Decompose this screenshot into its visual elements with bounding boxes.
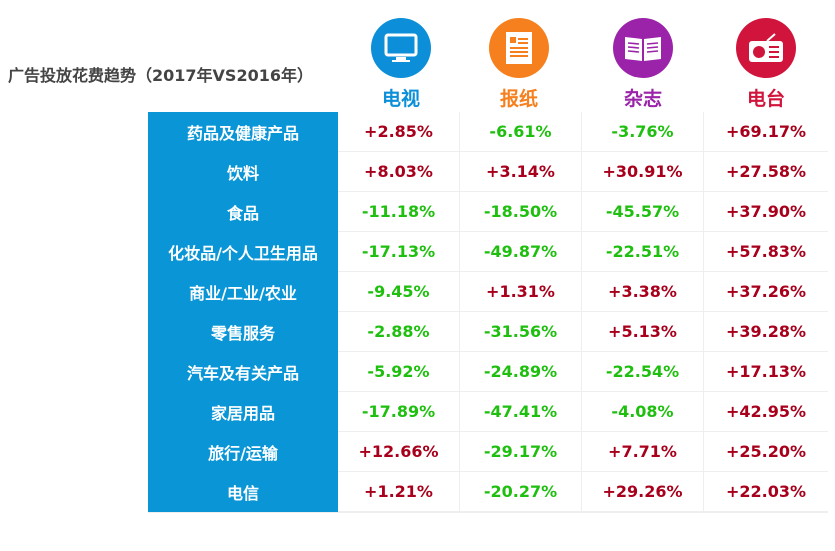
value-cell: +2.85% [338,112,459,151]
row-category-label: 家居用品 [148,392,338,432]
value-cell: +37.26% [704,272,828,311]
value-cell: +27.58% [704,152,828,191]
value-cell: +12.66% [338,432,459,471]
value-cell: +3.38% [582,272,703,311]
row-category-label: 汽车及有关产品 [148,352,338,392]
chart-title: 广告投放花费趋势（2017年VS2016年） [8,66,313,85]
data-table: 药品及健康产品 +2.85% -6.61% -3.76% +69.17% 饮料 +8.03%… [148,112,828,513]
value-cell: +30.91% [582,152,703,191]
value-cell: -22.54% [582,352,703,391]
value-cell: +29.26% [582,472,703,511]
value-cell: +57.83% [704,232,828,271]
row-category-label: 饮料 [148,152,338,192]
value-cell: +7.71% [582,432,703,471]
table-row: 食品 -11.18% -18.50% -45.57% +37.90% [148,192,828,232]
table-row: 家居用品 -17.89% -47.41% -4.08% +42.95% [148,392,828,432]
value-cell: -24.89% [460,352,581,391]
table-row: 旅行/运输 +12.66% -29.17% +7.71% +25.20% [148,432,828,472]
row-category-label: 化妆品/个人卫生用品 [148,232,338,272]
table-row: 电信 +1.21% -20.27% +29.26% +22.03% [148,472,828,512]
row-category-label: 药品及健康产品 [148,112,338,152]
media-label: 电视 [381,88,420,110]
tv-icon [371,18,431,78]
value-cell: +39.28% [704,312,828,351]
radio-icon [736,18,796,78]
row-category-label: 旅行/运输 [148,432,338,472]
value-cell: -18.50% [460,192,581,231]
value-cell: -49.87% [460,232,581,271]
media-column-2: 报纸 [479,18,559,111]
row-category-label: 商业/工业/农业 [148,272,338,312]
media-column-3: 杂志 [603,18,683,111]
table-row: 药品及健康产品 +2.85% -6.61% -3.76% +69.17% [148,112,828,152]
value-cell: +69.17% [704,112,828,151]
value-cell: -17.13% [338,232,459,271]
media-column-4: 电台 [726,18,806,111]
value-cell: +22.03% [704,472,828,511]
media-label: 报纸 [499,88,538,110]
table-row: 商业/工业/农业 -9.45% +1.31% +3.38% +37.26% [148,272,828,312]
value-cell: -5.92% [338,352,459,391]
value-cell: -17.89% [338,392,459,431]
value-cell: -6.61% [460,112,581,151]
table-row: 饮料 +8.03% +3.14% +30.91% +27.58% [148,152,828,192]
value-cell: -31.56% [460,312,581,351]
value-cell: -4.08% [582,392,703,431]
value-cell: -45.57% [582,192,703,231]
magazine-icon [613,18,673,78]
value-cell: +42.95% [704,392,828,431]
value-cell: +17.13% [704,352,828,391]
media-label: 电台 [746,88,785,110]
table-row: 化妆品/个人卫生用品 -17.13% -49.87% -22.51% +57.83% [148,232,828,272]
media-column-1: 电视 [361,18,441,111]
table-row: 汽车及有关产品 -5.92% -24.89% -22.54% +17.13% [148,352,828,392]
value-cell: -22.51% [582,232,703,271]
row-category-label: 食品 [148,192,338,232]
value-cell: +3.14% [460,152,581,191]
value-cell: -3.76% [582,112,703,151]
value-cell: -11.18% [338,192,459,231]
value-cell: -47.41% [460,392,581,431]
value-cell: -20.27% [460,472,581,511]
row-category-label: 电信 [148,472,338,512]
value-cell: +8.03% [338,152,459,191]
value-cell: +25.20% [704,432,828,471]
value-cell: -29.17% [460,432,581,471]
value-cell: +1.21% [338,472,459,511]
row-category-label: 零售服务 [148,312,338,352]
value-cell: -2.88% [338,312,459,351]
value-cell: +5.13% [582,312,703,351]
table-row: 零售服务 -2.88% -31.56% +5.13% +39.28% [148,312,828,352]
value-cell: +37.90% [704,192,828,231]
value-cell: -9.45% [338,272,459,311]
media-label: 杂志 [623,88,662,110]
value-cell: +1.31% [460,272,581,311]
newspaper-icon [489,18,549,78]
